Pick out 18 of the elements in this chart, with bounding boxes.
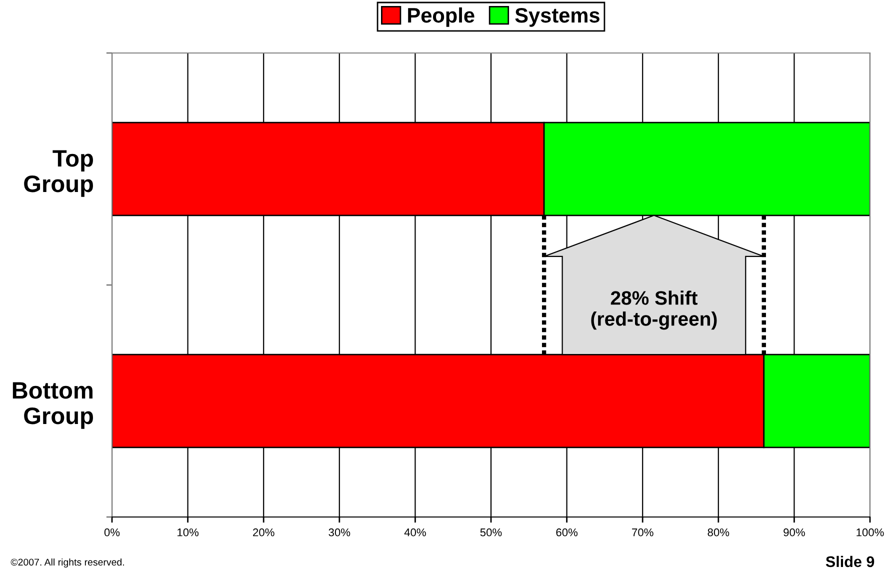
x-tick-label: 20% xyxy=(253,528,274,536)
x-tick-label: 30% xyxy=(328,528,350,536)
text: ©2007. All rights reserved. xyxy=(10,558,124,568)
legend-label: People xyxy=(408,7,474,27)
text: Slide 9 xyxy=(826,556,874,568)
x-tick-label: 50% xyxy=(480,528,502,536)
x-tick-label: 60% xyxy=(556,528,578,536)
y-tick-label: Bottom Group xyxy=(12,382,93,429)
x-tick-label: 90% xyxy=(784,528,805,536)
x-tick-label: 100% xyxy=(856,528,884,536)
x-tick-label: 80% xyxy=(708,528,730,536)
y-tick-label: Top Group xyxy=(24,150,93,197)
legend-label: Systems xyxy=(515,8,600,27)
x-tick-label: 0% xyxy=(104,528,120,536)
x-tick-label: 40% xyxy=(404,528,426,536)
x-tick-label: 70% xyxy=(632,528,654,536)
annotation: 28% Shift (red-to-green) xyxy=(591,290,717,330)
x-tick-label: 10% xyxy=(178,528,199,536)
